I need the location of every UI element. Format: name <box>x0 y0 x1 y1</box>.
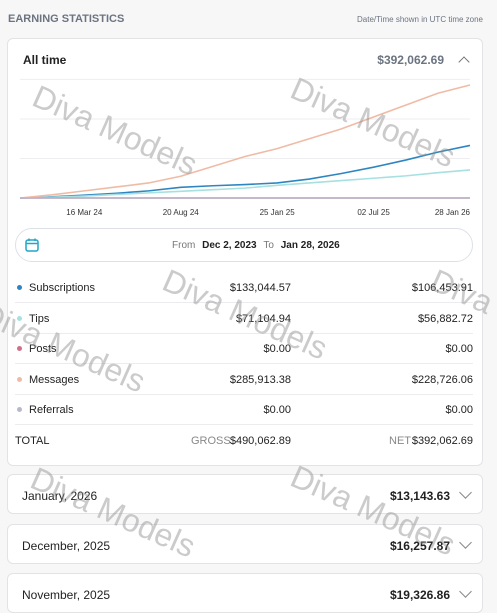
x-tick-label: 02 Jul 25 <box>357 208 390 217</box>
row-name: Subscriptions <box>29 282 96 294</box>
breakdown-row: Messages $285,913.38 $228,726.06 <box>15 365 473 395</box>
date-range[interactable]: From Dec 2, 2023 To Jan 28, 2026 <box>15 228 473 262</box>
section-title: EARNING STATISTICS <box>8 13 125 25</box>
x-tick-label: 20 Aug 24 <box>163 208 200 217</box>
row-net: $106,453.91 <box>411 282 473 294</box>
breakdown-row: Posts $0.00 $0.00 <box>15 334 473 364</box>
row-gross: $0.00 <box>263 343 291 355</box>
row-name: Tips <box>29 312 50 325</box>
row-gross: $285,913.38 <box>229 373 291 386</box>
legend-dot <box>17 407 22 412</box>
card-title: All time <box>23 53 67 67</box>
x-tick-label: 25 Jan 25 <box>260 208 296 217</box>
row-name: Messages <box>29 373 80 386</box>
row-net: $228,726.06 <box>411 373 473 386</box>
row-name: Posts <box>29 343 57 355</box>
row-name: Referrals <box>29 404 74 416</box>
breakdown-row: Tips $71,104.94 $56,882.72 <box>15 304 473 334</box>
timezone-note: Date/Time shown in UTC time zone <box>357 15 483 24</box>
month-label: January, 2026 <box>22 489 98 503</box>
month-amount: $16,257.87 <box>389 538 450 553</box>
legend-dot <box>17 376 22 382</box>
gross-label: GROSS <box>191 435 231 447</box>
expand-icon <box>459 535 472 549</box>
month-label: December, 2025 <box>22 538 111 553</box>
calendar-icon <box>25 238 39 252</box>
month-amount: $13,143.63 <box>389 489 450 503</box>
row-net: $56,882.72 <box>417 312 473 325</box>
expand-icon <box>459 486 472 499</box>
row-net: $0.00 <box>445 343 473 355</box>
net-label: NET <box>389 435 411 447</box>
month-amount: $19,326.86 <box>389 588 450 602</box>
breakdown-row: Referrals $0.00 $0.00 <box>15 395 473 425</box>
month-card[interactable]: December, 2025 $16,257.87 <box>7 523 483 564</box>
series-line <box>19 84 471 199</box>
chart: 16 Mar 24 20 Aug 24 25 Jan 25 02 Jul 25 28 J… <box>19 78 471 217</box>
row-gross: $71,104.94 <box>235 312 291 325</box>
from-date: Dec 2, 2023 <box>202 240 257 251</box>
collapse-icon[interactable] <box>458 56 470 68</box>
from-label: From <box>172 240 196 251</box>
to-date: Jan 28, 2026 <box>280 240 340 251</box>
to-label: To <box>263 240 274 251</box>
legend-dot <box>17 285 22 290</box>
series-line <box>19 144 471 199</box>
row-net: $0.00 <box>445 404 473 416</box>
stats-card: All time $392,062.69 <box>7 38 483 466</box>
row-gross: $133,044.57 <box>229 282 291 294</box>
expand-icon <box>459 585 472 598</box>
x-tick-label: 16 Mar 24 <box>66 208 103 217</box>
breakdown-row: Subscriptions $133,044.57 $106,453.91 <box>15 273 473 303</box>
month-label: November, 2025 <box>22 588 111 602</box>
row-gross: $0.00 <box>263 404 291 416</box>
total-row: TOTAL GROSS $490,062.89 NET $392,062.69 <box>15 426 473 456</box>
total-net: $392,062.69 <box>411 435 473 447</box>
total-label: TOTAL <box>15 435 50 447</box>
month-card[interactable]: January, 2026 $13,143.63 <box>7 474 483 514</box>
series-line <box>19 169 471 199</box>
legend-dot <box>17 315 22 321</box>
card-amount: $392,062.69 <box>377 53 444 67</box>
total-gross: $490,062.89 <box>229 435 291 447</box>
x-tick-label: 28 Jan 26 <box>435 208 471 217</box>
month-card[interactable]: November, 2025 $19,326.86 <box>7 573 483 613</box>
legend-dot <box>17 346 22 351</box>
